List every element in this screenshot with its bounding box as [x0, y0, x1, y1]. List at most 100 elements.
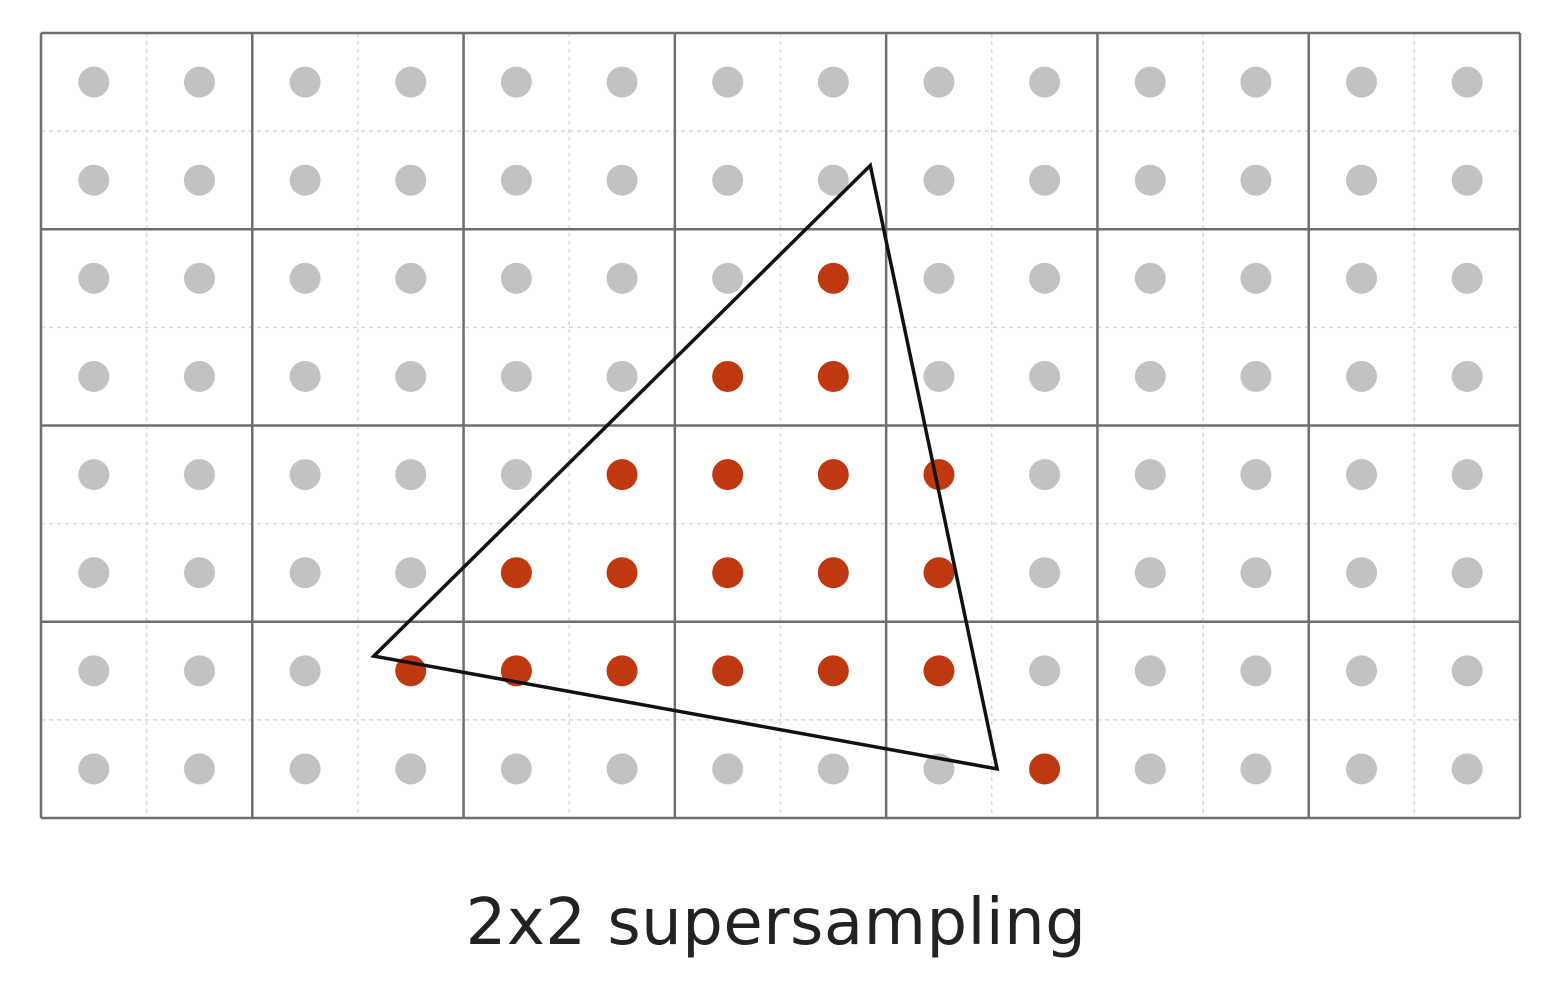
uncovered-sample	[78, 753, 110, 785]
uncovered-sample	[1346, 753, 1378, 785]
uncovered-sample	[1029, 66, 1061, 98]
covered-sample	[817, 360, 849, 392]
uncovered-sample	[183, 655, 215, 687]
uncovered-sample	[500, 753, 532, 785]
uncovered-sample	[1029, 557, 1061, 589]
uncovered-sample	[289, 360, 321, 392]
uncovered-sample	[395, 557, 427, 589]
uncovered-sample	[289, 557, 321, 589]
uncovered-sample	[289, 655, 321, 687]
uncovered-sample	[1346, 164, 1378, 196]
uncovered-sample	[183, 753, 215, 785]
covered-sample	[712, 655, 744, 687]
uncovered-sample	[606, 360, 638, 392]
covered-sample	[817, 262, 849, 294]
uncovered-sample	[183, 262, 215, 294]
uncovered-sample	[395, 164, 427, 196]
uncovered-sample	[1451, 164, 1483, 196]
covered-sample	[500, 557, 532, 589]
uncovered-sample	[1134, 164, 1166, 196]
uncovered-sample	[500, 360, 532, 392]
uncovered-sample	[78, 66, 110, 98]
uncovered-sample	[289, 753, 321, 785]
uncovered-sample	[395, 66, 427, 98]
uncovered-sample	[1134, 262, 1166, 294]
uncovered-sample	[1029, 459, 1061, 491]
uncovered-sample	[78, 262, 110, 294]
uncovered-sample	[1346, 557, 1378, 589]
uncovered-sample	[606, 164, 638, 196]
caption: 2x2 supersampling	[465, 886, 1087, 960]
covered-sample	[923, 655, 955, 687]
uncovered-sample	[500, 66, 532, 98]
covered-sample	[817, 557, 849, 589]
covered-sample	[606, 459, 638, 491]
uncovered-sample	[289, 459, 321, 491]
covered-sample	[712, 459, 744, 491]
uncovered-sample	[78, 164, 110, 196]
covered-sample	[923, 459, 955, 491]
uncovered-sample	[1029, 262, 1061, 294]
uncovered-sample	[500, 164, 532, 196]
covered-sample	[817, 655, 849, 687]
uncovered-sample	[923, 164, 955, 196]
uncovered-sample	[712, 164, 744, 196]
covered-sample	[500, 655, 532, 687]
uncovered-sample	[1346, 66, 1378, 98]
pixel-grid	[39, 31, 1522, 820]
uncovered-sample	[923, 66, 955, 98]
uncovered-sample	[1451, 557, 1483, 589]
uncovered-sample	[1240, 459, 1272, 491]
uncovered-sample	[1240, 753, 1272, 785]
uncovered-sample	[606, 262, 638, 294]
uncovered-sample	[1134, 66, 1166, 98]
uncovered-sample	[183, 66, 215, 98]
uncovered-sample	[395, 360, 427, 392]
covered-sample	[923, 557, 955, 589]
triangle	[370, 161, 1000, 772]
uncovered-sample	[817, 66, 849, 98]
uncovered-sample	[1029, 655, 1061, 687]
uncovered-sample	[712, 753, 744, 785]
covered-sample	[817, 459, 849, 491]
uncovered-sample	[289, 66, 321, 98]
uncovered-sample	[1240, 164, 1272, 196]
uncovered-sample	[712, 66, 744, 98]
uncovered-sample	[1346, 459, 1378, 491]
uncovered-sample	[395, 753, 427, 785]
uncovered-sample	[1134, 557, 1166, 589]
uncovered-sample	[289, 164, 321, 196]
uncovered-sample	[1346, 360, 1378, 392]
uncovered-sample	[1134, 655, 1166, 687]
covered-sample	[606, 557, 638, 589]
uncovered-sample	[183, 164, 215, 196]
uncovered-sample	[923, 360, 955, 392]
covered-sample	[1029, 753, 1061, 785]
covered-sample	[606, 655, 638, 687]
uncovered-sample	[500, 262, 532, 294]
triangle-layer	[370, 161, 1000, 772]
uncovered-sample	[1451, 459, 1483, 491]
uncovered-sample	[1240, 557, 1272, 589]
uncovered-sample	[1134, 753, 1166, 785]
uncovered-sample	[817, 164, 849, 196]
uncovered-sample	[1240, 262, 1272, 294]
uncovered-sample	[500, 459, 532, 491]
uncovered-sample	[606, 66, 638, 98]
uncovered-sample	[289, 262, 321, 294]
uncovered-sample	[183, 557, 215, 589]
uncovered-sample	[817, 753, 849, 785]
uncovered-sample	[1346, 655, 1378, 687]
uncovered-sample	[712, 262, 744, 294]
uncovered-sample	[923, 262, 955, 294]
uncovered-sample	[1029, 360, 1061, 392]
uncovered-sample	[1134, 360, 1166, 392]
uncovered-sample	[606, 753, 638, 785]
uncovered-sample	[1451, 360, 1483, 392]
uncovered-sample	[1451, 753, 1483, 785]
uncovered-sample	[1451, 262, 1483, 294]
uncovered-sample	[1451, 66, 1483, 98]
uncovered-sample	[395, 262, 427, 294]
